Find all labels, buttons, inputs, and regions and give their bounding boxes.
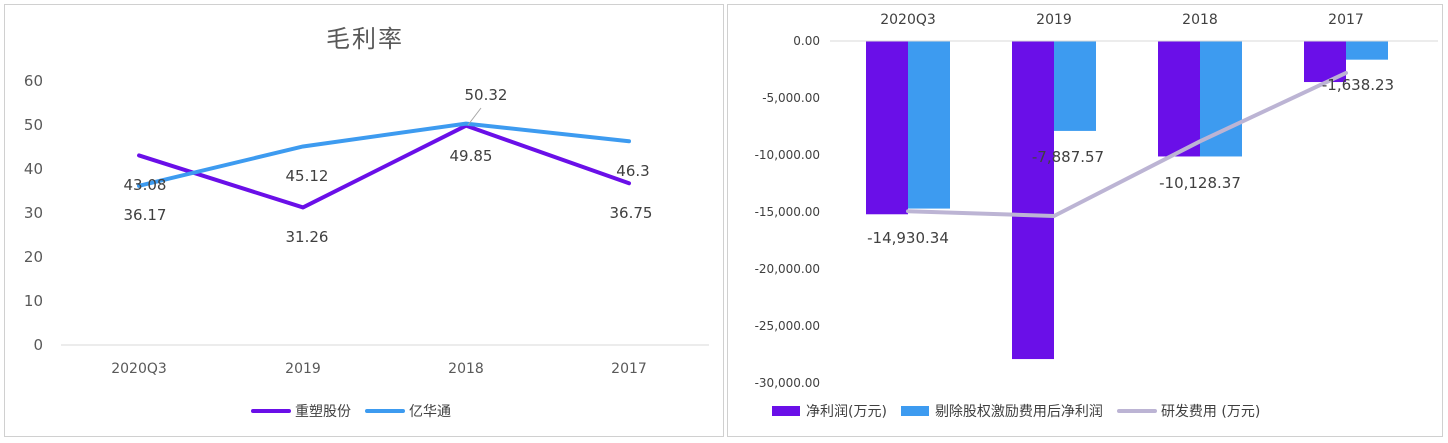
legend-label-net-profit: 净利润(万元) [806,404,887,420]
y-tick-label: -15,000.00 [755,205,820,219]
data-label: -1,638.23 [1322,76,1394,94]
y-tick-label: 20 [24,248,43,266]
net-profit-chart: 2020Q3 2019 2018 2017 0.00 -5,000.00 -10,000.0… [755,12,1438,390]
y-tick-label: -25,000.00 [755,319,820,333]
data-label-leader [467,107,482,126]
data-label: 49.85 [450,147,493,165]
data-label: 50.32 [465,86,508,104]
y-tick-label: 50 [24,116,43,134]
legend-swatch-rd-expense [1116,409,1157,413]
chart-title: 毛利率 [326,25,404,53]
net-profit-bar [1158,41,1200,157]
legend-item-adjusted-net-profit: 剔除股权激励费用后净利润 [900,401,1103,421]
legend-label-adjusted-net-profit: 剔除股权激励费用后净利润 [934,404,1103,420]
legend-label-series-2: 亿华通 [409,404,451,420]
adjusted-net-profit-bar [1346,41,1388,60]
y-tick-label: -10,000.00 [755,148,820,162]
series-line-2 [137,121,631,188]
legend-item-net-profit: 净利润(万元) [772,401,887,421]
adjusted-net-profit-bar [908,41,950,209]
x-tick-label: 2020Q3 [880,12,936,28]
data-label: 45.12 [286,167,329,185]
x-tick-label: 2019 [1036,12,1072,28]
gross-margin-chart-panel: 毛利率 0 10 20 30 40 50 60 2020Q3 2019 2018 2017 43.08 3… [4,4,724,437]
legend-label-series-1: 重塑股份 [295,404,351,420]
x-tick-label: 2019 [285,361,321,377]
data-label: -10,128.37 [1159,174,1241,192]
y-tick-label: -5,000.00 [762,91,820,105]
legend-item-series-2: 亿华通 [365,401,451,421]
y-tick-label: 0.00 [793,34,820,48]
gross-margin-legend: 重塑股份 亿华通 [251,401,465,421]
y-tick-label: 0 [33,336,43,354]
x-tick-label: 2017 [611,361,647,377]
data-label: 36.75 [610,204,653,222]
y-tick-label: 10 [24,292,43,310]
legend-item-series-1: 重塑股份 [251,401,351,421]
net-profit-legend: 净利润(万元) 剔除股权激励费用后净利润 研发费用 (万元) [772,401,1274,421]
x-tick-label: 2020Q3 [111,361,167,377]
series-line-1 [137,123,631,210]
data-label: 43.08 [124,176,167,194]
gross-margin-chart: 毛利率 0 10 20 30 40 50 60 2020Q3 2019 2018 2017 43.08 3… [24,25,709,377]
legend-swatch-net-profit [772,406,800,416]
y-tick-label: 40 [24,160,43,178]
legend-item-rd-expense: 研发费用 (万元) [1116,401,1261,421]
x-tick-label: 2017 [1328,12,1364,28]
legend-swatch-series-1 [251,409,291,413]
data-label: -7,887.57 [1032,148,1104,166]
y-tick-label: 60 [24,72,43,90]
y-tick-label: -20,000.00 [755,262,820,276]
legend-swatch-series-2 [365,409,405,413]
legend-swatch-adjusted-net-profit [900,406,929,416]
x-tick-label: 2018 [1182,12,1218,28]
data-label: -14,930.34 [867,229,949,247]
net-profit-chart-panel: 2020Q3 2019 2018 2017 0.00 -5,000.00 -10,000.0… [727,4,1443,437]
rd-expense-line [906,70,1348,218]
net-profit-bar [866,41,908,215]
net-profit-bar [1012,41,1054,360]
y-tick-label: 30 [24,204,43,222]
data-label: 36.17 [124,206,167,224]
adjusted-net-profit-bar [1054,41,1096,131]
data-label: 31.26 [286,228,329,246]
x-tick-label: 2018 [448,361,484,377]
data-label: 46.3 [616,162,649,180]
y-tick-label: -30,000.00 [755,376,820,390]
legend-label-rd-expense: 研发费用 (万元) [1160,404,1261,420]
